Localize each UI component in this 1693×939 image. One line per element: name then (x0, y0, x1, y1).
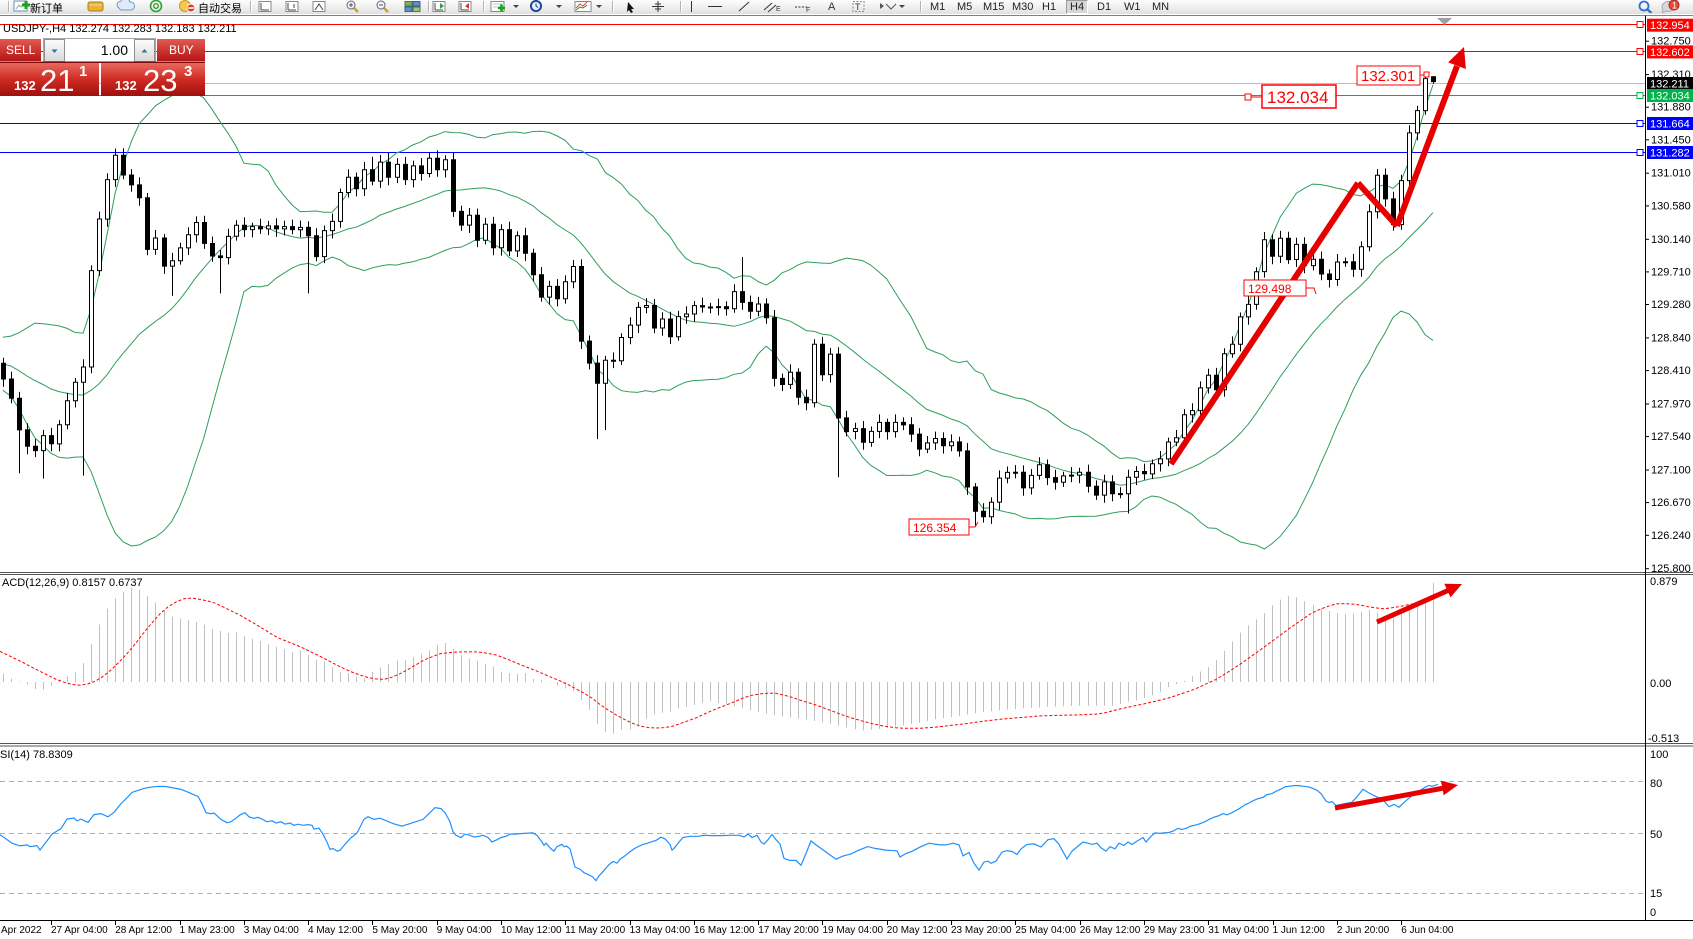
svg-text:10 May 12:00: 10 May 12:00 (501, 925, 562, 936)
svg-text:125.800: 125.800 (1651, 563, 1691, 575)
svg-text:132.301: 132.301 (1361, 68, 1415, 85)
svg-text:0: 0 (1650, 907, 1656, 919)
svg-text:T: T (855, 2, 861, 12)
svg-text:9 May 04:00: 9 May 04:00 (437, 925, 492, 936)
svg-text:50: 50 (1650, 829, 1662, 841)
svg-text:4 May 12:00: 4 May 12:00 (308, 925, 363, 936)
svg-text:20 May 12:00: 20 May 12:00 (887, 925, 948, 936)
svg-text:3 May 04:00: 3 May 04:00 (244, 925, 299, 936)
svg-text:28 Apr 12:00: 28 Apr 12:00 (115, 925, 172, 936)
svg-text:E: E (776, 6, 781, 13)
svg-text:16 May 12:00: 16 May 12:00 (694, 925, 755, 936)
svg-text:129.710: 129.710 (1651, 266, 1691, 278)
svg-text:132.750: 132.750 (1651, 36, 1691, 48)
svg-text:132.954: 132.954 (1650, 20, 1690, 32)
svg-text:A: A (828, 1, 836, 13)
svg-text:19 May 04:00: 19 May 04:00 (823, 925, 884, 936)
svg-text:130.140: 130.140 (1651, 234, 1691, 246)
svg-text:132: 132 (14, 78, 36, 93)
svg-text:15: 15 (1650, 888, 1662, 900)
svg-text:132.034: 132.034 (1650, 91, 1690, 103)
svg-text:5 May 20:00: 5 May 20:00 (372, 925, 427, 936)
svg-text:13 May 04:00: 13 May 04:00 (630, 925, 691, 936)
svg-text:Apr 2022: Apr 2022 (1, 925, 42, 936)
svg-text:0.879: 0.879 (1650, 576, 1678, 588)
svg-text:29 May 23:00: 29 May 23:00 (1144, 925, 1205, 936)
svg-text:131.010: 131.010 (1651, 168, 1691, 180)
svg-text:128.410: 128.410 (1651, 365, 1691, 377)
svg-text:127.100: 127.100 (1651, 465, 1691, 477)
svg-text:26 May 12:00: 26 May 12:00 (1080, 925, 1141, 936)
svg-text:-0.513: -0.513 (1648, 733, 1679, 745)
svg-text:131.282: 131.282 (1650, 148, 1690, 160)
svg-text:SI(14) 78.8309: SI(14) 78.8309 (0, 749, 73, 761)
svg-text:BUY: BUY (169, 43, 194, 57)
svg-text:132.034: 132.034 (1267, 88, 1328, 107)
svg-text:128.840: 128.840 (1651, 332, 1691, 344)
svg-text:129.498: 129.498 (1248, 282, 1292, 296)
svg-text:132: 132 (115, 78, 137, 93)
svg-text:129.280: 129.280 (1651, 299, 1691, 311)
svg-text:1.00: 1.00 (101, 42, 128, 58)
svg-text:126.240: 126.240 (1651, 530, 1691, 542)
svg-text:21: 21 (40, 63, 74, 98)
svg-text:25 May 04:00: 25 May 04:00 (1015, 925, 1076, 936)
svg-text:23: 23 (143, 63, 177, 98)
svg-text:23 May 20:00: 23 May 20:00 (951, 925, 1012, 936)
svg-text:SELL: SELL (6, 43, 36, 57)
svg-text:1: 1 (1672, 1, 1677, 11)
svg-text:27 Apr 04:00: 27 Apr 04:00 (51, 925, 108, 936)
svg-text:17 May 20:00: 17 May 20:00 (758, 925, 819, 936)
svg-text:131.450: 131.450 (1651, 134, 1691, 146)
svg-text:100: 100 (1650, 749, 1668, 761)
svg-text:USDJPY-,H4 132.274 132.283 13: USDJPY-,H4 132.274 132.283 132.183 132.2… (3, 23, 237, 35)
svg-text:0.00: 0.00 (1650, 678, 1671, 690)
svg-text:11 May 20:00: 11 May 20:00 (565, 925, 625, 936)
svg-text:6 Jun 04:00: 6 Jun 04:00 (1401, 925, 1454, 936)
svg-text:1: 1 (79, 63, 87, 80)
svg-text:3: 3 (184, 63, 192, 80)
svg-text:126.354: 126.354 (913, 521, 957, 535)
svg-text:F: F (806, 7, 810, 13)
svg-text:ACD(12,26,9) 0.8157 0.6737: ACD(12,26,9) 0.8157 0.6737 (2, 577, 143, 589)
svg-text:1 Jun 12:00: 1 Jun 12:00 (1273, 925, 1326, 936)
svg-text:132.211: 132.211 (1650, 79, 1689, 91)
svg-text:1 May 23:00: 1 May 23:00 (180, 925, 235, 936)
svg-text:127.540: 127.540 (1651, 431, 1691, 443)
svg-text:131.664: 131.664 (1650, 119, 1690, 131)
svg-text:80: 80 (1650, 778, 1662, 790)
svg-text:132.602: 132.602 (1650, 47, 1690, 59)
svg-text:130.580: 130.580 (1651, 200, 1691, 212)
svg-text:2 Jun 20:00: 2 Jun 20:00 (1337, 925, 1390, 936)
svg-text:126.670: 126.670 (1651, 497, 1691, 509)
svg-text:131.880: 131.880 (1651, 102, 1691, 114)
svg-text:31 May 04:00: 31 May 04:00 (1208, 925, 1269, 936)
svg-text:127.970: 127.970 (1651, 399, 1691, 411)
